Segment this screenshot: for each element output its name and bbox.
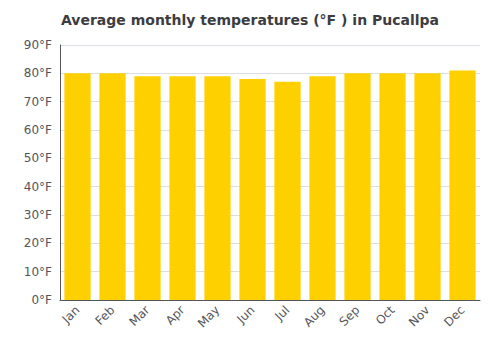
- svg-text:30°F: 30°F: [24, 208, 52, 222]
- svg-text:70°F: 70°F: [24, 95, 52, 109]
- svg-text:May: May: [195, 303, 222, 330]
- svg-text:Dec: Dec: [441, 303, 467, 329]
- svg-text:Sep: Sep: [337, 303, 363, 329]
- svg-text:Oct: Oct: [373, 303, 398, 328]
- svg-text:Jun: Jun: [234, 303, 258, 327]
- svg-text:40°F: 40°F: [24, 180, 52, 194]
- svg-text:Mar: Mar: [127, 303, 153, 329]
- svg-text:Feb: Feb: [93, 303, 118, 328]
- svg-text:Aug: Aug: [301, 303, 327, 329]
- svg-text:10°F: 10°F: [24, 265, 52, 279]
- svg-text:50°F: 50°F: [24, 151, 52, 165]
- svg-text:Average monthly temperatures (: Average monthly temperatures (°F ) in Pu…: [61, 12, 439, 28]
- svg-text:Jan: Jan: [59, 303, 83, 327]
- svg-text:0°F: 0°F: [31, 293, 52, 307]
- svg-text:80°F: 80°F: [24, 66, 52, 80]
- svg-text:Jul: Jul: [272, 303, 293, 324]
- svg-text:90°F: 90°F: [24, 38, 52, 52]
- svg-text:Apr: Apr: [163, 303, 188, 328]
- svg-text:20°F: 20°F: [24, 236, 52, 250]
- svg-text:60°F: 60°F: [24, 123, 52, 137]
- svg-text:Nov: Nov: [406, 303, 432, 329]
